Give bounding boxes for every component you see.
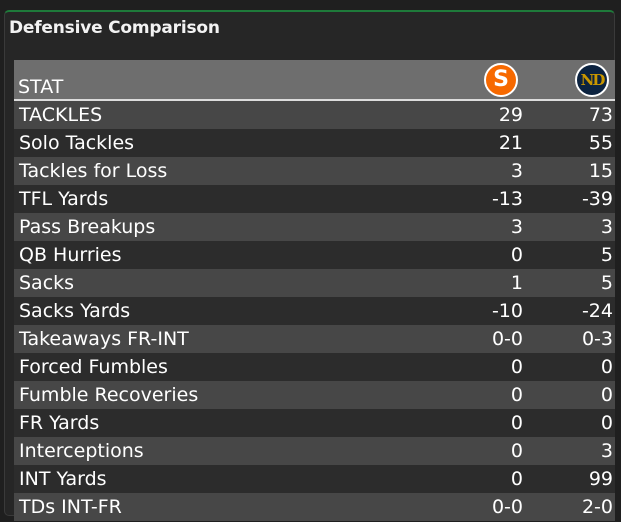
team-b-value-cell: 3	[600, 440, 613, 462]
team-a-value-cell: 0	[510, 440, 523, 462]
stat-name-cell: Interceptions	[19, 440, 144, 462]
team-a-value-cell: 0	[510, 244, 523, 266]
stat-name-cell: Sacks	[19, 272, 75, 294]
team-b-value-cell: 0	[600, 412, 613, 434]
panel-title: Defensive Comparison	[9, 18, 220, 38]
team-a-value-cell: 0	[510, 356, 523, 378]
table-row: Fumble Recoveries 0 0	[14, 381, 615, 409]
stat-name-cell: Takeaways FR-INT	[19, 328, 189, 350]
team-b-value-cell: 15	[588, 160, 613, 182]
stat-name-cell: TFL Yards	[19, 188, 109, 210]
table-body: TACKLES 29 73 Solo Tackles 21 55 Tackles for L…	[14, 101, 615, 521]
table-row: TFL Yards -13 -39	[14, 185, 615, 213]
stat-name-cell: QB Hurries	[19, 244, 122, 266]
team-a-value-cell: 3	[510, 160, 523, 182]
table-row: Pass Breakups 3 3	[14, 213, 615, 241]
team-b-value-cell: 2-0	[581, 496, 613, 518]
table-row: Tackles for Loss 3 15	[14, 157, 615, 185]
team-b-value-cell: 55	[588, 132, 613, 154]
team-a-value-cell: -13	[491, 188, 523, 210]
table-row: QB Hurries 0 5	[14, 241, 615, 269]
stat-name-cell: Pass Breakups	[19, 216, 156, 238]
team-b-value-cell: -24	[581, 300, 613, 322]
team-a-value-cell: 21	[498, 132, 523, 154]
stat-name-cell: Tackles for Loss	[19, 160, 168, 182]
team-a-value-cell: 3	[510, 216, 523, 238]
team-a-value-cell: -10	[491, 300, 523, 322]
stat-name-cell: TDs INT-FR	[19, 496, 122, 518]
table-row: Solo Tackles 21 55	[14, 129, 615, 157]
team-b-value-cell: 0	[600, 384, 613, 406]
team-b-value-cell: 0-3	[581, 328, 613, 350]
stat-name-cell: Solo Tackles	[19, 132, 135, 154]
table-row: FR Yards 0 0	[14, 409, 615, 437]
team-a-value-cell: 29	[498, 104, 523, 126]
notre-dame-nd-logo-icon: ND	[575, 63, 609, 97]
team-b-value-cell: 0	[600, 356, 613, 378]
table-row: Sacks 1 5	[14, 269, 615, 297]
team-b-value-cell: -39	[581, 188, 613, 210]
stat-name-cell: Forced Fumbles	[19, 356, 168, 378]
syracuse-s-logo-icon: S	[484, 63, 518, 97]
table-row: TACKLES 29 73	[14, 101, 615, 129]
team-a-value-cell: 0-0	[491, 328, 523, 350]
table-header: STAT S ND	[14, 60, 615, 101]
team-b-value-cell: 99	[588, 468, 613, 490]
table-row: Takeaways FR-INT 0-0 0-3	[14, 325, 615, 353]
team-b-value-cell: 3	[600, 216, 613, 238]
team-b-value-cell: 5	[600, 244, 613, 266]
stat-name-cell: TACKLES	[19, 104, 103, 126]
stat-name-cell: Sacks Yards	[19, 300, 131, 322]
stat-name-cell: Fumble Recoveries	[19, 384, 199, 406]
team-a-value-cell: 0-0	[491, 496, 523, 518]
table-row: Interceptions 0 3	[14, 437, 615, 465]
table-row: Sacks Yards -10 -24	[14, 297, 615, 325]
team-a-value-cell: 0	[510, 384, 523, 406]
team-a-value-cell: 1	[510, 272, 523, 294]
team-a-value-cell: 0	[510, 468, 523, 490]
defensive-comparison-panel: Defensive Comparison STAT S ND TACKLES 29…	[4, 10, 615, 521]
stat-name-cell: FR Yards	[19, 412, 100, 434]
team-b-value-cell: 5	[600, 272, 613, 294]
team-b-value-cell: 73	[588, 104, 613, 126]
table-row: TDs INT-FR 0-0 2-0	[14, 493, 615, 521]
stat-name-cell: INT Yards	[19, 468, 107, 490]
team-a-value-cell: 0	[510, 412, 523, 434]
table-row: Forced Fumbles 0 0	[14, 353, 615, 381]
stat-column-header: STAT	[18, 76, 64, 98]
comparison-table: STAT S ND TACKLES 29 73 Solo Tackles 21 55 Tac…	[14, 60, 615, 521]
table-row: INT Yards 0 99	[14, 465, 615, 493]
